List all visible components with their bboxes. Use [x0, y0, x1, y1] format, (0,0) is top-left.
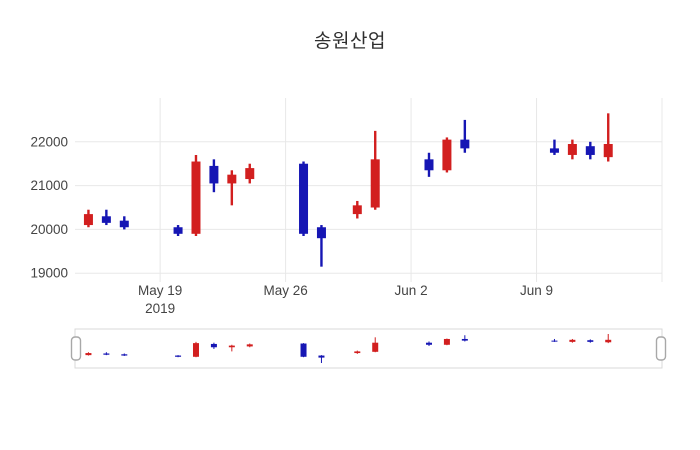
candle-body — [83, 214, 93, 226]
candle-body — [119, 220, 129, 228]
x-tick-label: May 26 — [263, 283, 307, 298]
candle-body — [316, 227, 326, 239]
candle-body — [442, 139, 452, 171]
x-tick-label: May 19 — [138, 283, 182, 298]
candle-body — [603, 144, 613, 158]
rangeslider-candle-body — [587, 340, 594, 342]
rangeslider-candle-body — [605, 339, 612, 343]
y-tick-label: 20000 — [30, 222, 68, 237]
candle-body — [191, 161, 201, 234]
y-tick-label: 19000 — [30, 266, 68, 281]
candle-body — [460, 139, 470, 149]
rangeslider-candle-body — [569, 339, 576, 342]
rangeslider-candle-body — [175, 355, 182, 357]
y-tick-label: 21000 — [30, 178, 68, 193]
y-tick-label: 22000 — [30, 134, 68, 149]
rangeslider-candle-body — [425, 342, 432, 345]
rangeslider-candle-body — [300, 343, 307, 357]
candle-body — [227, 174, 237, 184]
rangeslider-candle-body — [354, 351, 361, 354]
candle-body — [173, 227, 183, 234]
chart-title: 송원산업 — [314, 31, 386, 52]
rangeslider-right-handle[interactable] — [655, 336, 667, 361]
rangeslider-candle-body — [121, 354, 128, 356]
candle-body — [370, 159, 380, 208]
rangeslider-candle-body — [85, 353, 92, 356]
rangeslider-candle-body — [103, 353, 110, 355]
rangeslider-left-handle[interactable] — [70, 336, 82, 361]
rangeslider-candle-body — [318, 355, 325, 358]
candle-body — [209, 165, 219, 184]
rangeslider-candle-body — [210, 343, 217, 348]
candle-body — [585, 146, 595, 155]
rangeslider-candle-body — [461, 338, 468, 341]
candle-body — [352, 205, 362, 215]
rangeslider-candle-body — [551, 340, 558, 342]
candle-body — [424, 159, 434, 171]
candle-body — [299, 163, 309, 234]
rangeslider-candle-body — [192, 343, 199, 357]
candle-body — [549, 148, 559, 153]
rangeslider-candle-body — [372, 342, 379, 352]
x-tick-label: Jun 2 — [395, 283, 428, 298]
candle-body — [101, 216, 111, 223]
rangeslider-candle-body — [443, 338, 450, 345]
x-tick-year-label: 2019 — [145, 301, 175, 316]
rangeslider-candle-body — [246, 344, 253, 347]
candle-body — [245, 168, 255, 180]
x-tick-label: Jun 9 — [520, 283, 553, 298]
rangeslider-candle-body — [228, 345, 235, 348]
candle-body — [567, 144, 577, 155]
rangeslider-track[interactable] — [75, 329, 662, 368]
